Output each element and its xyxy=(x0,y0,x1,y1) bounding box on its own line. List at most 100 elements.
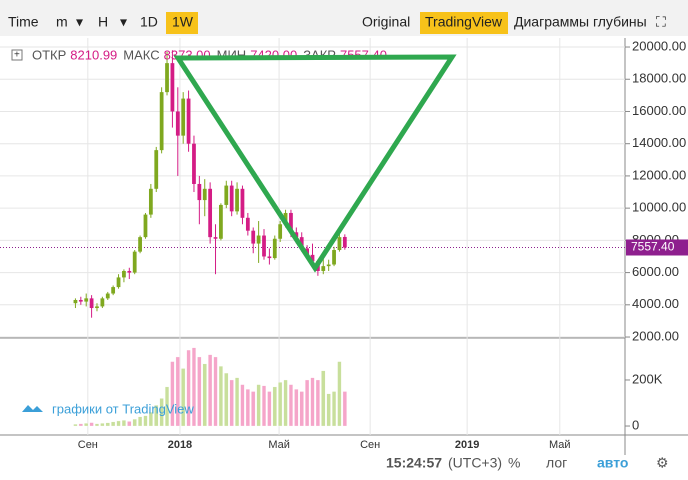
volume-tick-label: 200K xyxy=(632,371,663,386)
candle-body xyxy=(73,299,78,304)
btn-settings[interactable]: ⚙ xyxy=(656,455,669,471)
candle-body xyxy=(262,235,266,257)
btn-minutes[interactable]: m xyxy=(56,14,68,30)
volume-bar xyxy=(305,379,310,427)
y-tick-label: 20000.00 xyxy=(632,38,686,53)
volume-bar xyxy=(235,377,240,427)
candle-body xyxy=(251,230,256,244)
candle-body xyxy=(332,250,336,265)
x-tick-label: Май xyxy=(549,439,571,451)
candle-body xyxy=(310,254,315,262)
btn-fullscreen[interactable]: ⛶ xyxy=(656,14,666,30)
volume-bar xyxy=(208,354,213,427)
candle-body xyxy=(342,236,347,248)
candle-body xyxy=(202,188,207,201)
btn-tradingview[interactable]: TradingView xyxy=(425,14,503,30)
legend-value: 8210.99 xyxy=(70,47,117,62)
volume-bar xyxy=(175,356,180,427)
volume-bar xyxy=(181,368,186,427)
volume-bar xyxy=(186,349,191,427)
dropdown-arrow[interactable]: ▾ xyxy=(120,14,127,30)
btn-time[interactable]: Time xyxy=(8,14,39,30)
candle-body xyxy=(197,183,202,201)
candle-body xyxy=(181,98,186,136)
active-interval xyxy=(166,12,198,34)
volume-bar xyxy=(294,389,299,427)
x-tick-label: Май xyxy=(268,439,290,451)
volume-bar xyxy=(148,412,153,427)
volume-bar xyxy=(164,386,170,427)
volume-bar xyxy=(251,391,256,427)
candle-body xyxy=(289,212,293,233)
candle-body xyxy=(186,98,191,144)
y-tick-label: 14000.00 xyxy=(632,135,686,150)
volume-bar xyxy=(154,405,159,427)
volume-bar xyxy=(116,420,121,427)
clock: 15:24:57 xyxy=(386,455,442,471)
volume-bar xyxy=(240,384,245,427)
y-tick-label: 4000.00 xyxy=(632,296,679,311)
candle-body xyxy=(116,277,121,288)
volume-bar xyxy=(100,423,105,427)
candle-body xyxy=(105,293,110,299)
timezone[interactable]: (UTC+3) xyxy=(448,455,502,471)
btn-day[interactable]: 1D xyxy=(140,14,158,30)
volume-bar xyxy=(213,356,218,427)
volume-bar xyxy=(121,420,126,427)
btn-percent[interactable]: % xyxy=(508,455,520,471)
volume-bar xyxy=(78,423,83,427)
volume-bar xyxy=(132,418,137,427)
candle-body xyxy=(224,185,229,205)
y-tick-label: 16000.00 xyxy=(632,103,686,118)
volume-bar xyxy=(73,424,78,427)
btn-original[interactable]: Original xyxy=(362,14,410,30)
watermark[interactable]: графики от TradingView xyxy=(52,401,194,416)
volume-bar xyxy=(332,391,337,427)
x-tick-label: 2019 xyxy=(455,439,479,451)
btn-week[interactable]: 1W xyxy=(172,14,194,30)
candle-body xyxy=(148,188,153,215)
last-price-box xyxy=(626,239,688,256)
volume-bar xyxy=(138,416,143,427)
btn-auto[interactable]: авто xyxy=(597,455,628,471)
candle-body xyxy=(229,185,234,212)
volume-bar xyxy=(84,423,89,427)
candle-body xyxy=(127,270,132,273)
candle-body xyxy=(165,63,169,93)
collapse-icon[interactable] xyxy=(11,49,23,61)
volume-bar xyxy=(299,391,304,427)
dropdown-arrow[interactable]: ▾ xyxy=(76,14,83,30)
volume-bar xyxy=(143,415,148,427)
btn-depth[interactable]: Диаграммы глубины xyxy=(514,14,647,30)
volume-bar xyxy=(245,389,250,427)
collapse-icon-plus[interactable]: + xyxy=(14,50,20,61)
x-tick-label: Сен xyxy=(78,439,98,451)
btn-hours[interactable]: H xyxy=(98,14,108,30)
volume-bar xyxy=(261,385,267,427)
y-tick-label: 12000.00 xyxy=(632,167,686,182)
y-tick-label: 6000.00 xyxy=(632,264,679,279)
candle-body xyxy=(299,237,304,249)
volume-bar xyxy=(127,421,132,427)
btn-log[interactable]: лог xyxy=(546,455,567,471)
volume-bar xyxy=(321,370,326,427)
candle-body xyxy=(337,237,342,251)
volume-bar xyxy=(218,366,223,427)
volume-bar xyxy=(202,363,207,427)
candle-body xyxy=(219,204,223,239)
candle-body xyxy=(294,232,299,238)
volume-bar xyxy=(326,393,331,427)
y-tick-label: 10000.00 xyxy=(632,200,686,215)
candle-body xyxy=(132,251,137,273)
tv-logo xyxy=(22,405,43,412)
candle-body xyxy=(159,92,164,151)
volume-bar xyxy=(310,377,315,427)
candle-body xyxy=(245,217,250,231)
volume-bar xyxy=(278,382,283,427)
volume-bar xyxy=(94,423,100,427)
candle-body xyxy=(138,237,142,252)
candle-body xyxy=(89,298,94,309)
candle-body xyxy=(208,188,213,238)
volume-bar xyxy=(89,422,94,427)
